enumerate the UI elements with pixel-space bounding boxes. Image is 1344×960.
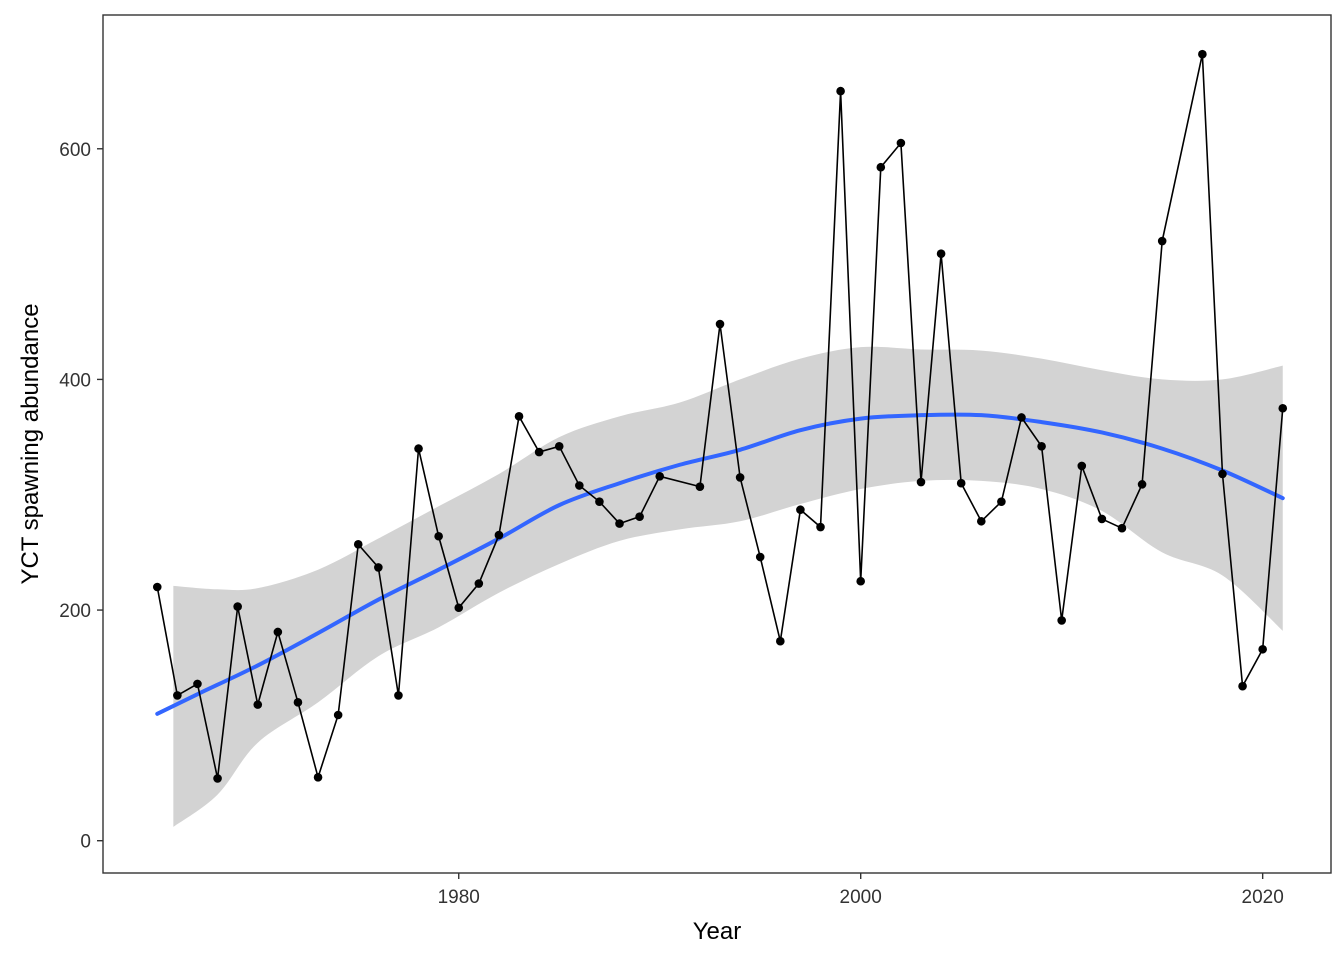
data-point — [1057, 616, 1066, 625]
data-point — [635, 512, 644, 521]
y-axis-title: YCT spawning abundance — [17, 303, 44, 584]
data-point — [1198, 49, 1207, 59]
data-point — [454, 603, 464, 613]
data-point — [655, 471, 665, 481]
data-point — [595, 497, 604, 506]
data-point — [1117, 523, 1127, 533]
data-point — [233, 602, 242, 611]
x-axis-title: Year — [693, 918, 742, 945]
x-tick-label: 1980 — [438, 887, 480, 908]
data-point — [554, 442, 564, 451]
data-point — [755, 552, 765, 562]
data-point — [1037, 442, 1046, 451]
data-point — [494, 530, 504, 540]
data-point — [152, 582, 162, 592]
data-point — [776, 636, 785, 646]
data-point — [896, 138, 906, 148]
data-point — [394, 691, 403, 700]
plot-area — [152, 49, 1288, 827]
data-point — [333, 710, 343, 720]
data-point — [936, 249, 946, 259]
data-point — [1157, 236, 1167, 246]
data-point — [816, 522, 825, 532]
data-point — [856, 576, 865, 586]
plot-frame — [102, 14, 1332, 874]
data-point — [695, 482, 705, 491]
x-tick-label: 2000 — [840, 887, 882, 908]
data-point — [715, 319, 725, 329]
y-axis: 0 200 400 600 — [59, 140, 103, 853]
data-point — [997, 497, 1006, 506]
data-point — [434, 531, 443, 541]
data-point — [1077, 461, 1087, 471]
data-point — [615, 519, 624, 528]
confidence-band — [173, 346, 1283, 827]
data-point — [976, 516, 986, 526]
data-point — [534, 447, 544, 457]
data-point — [273, 627, 283, 637]
y-tick-label: 0 — [80, 832, 91, 853]
data-point — [1097, 514, 1107, 524]
data-point — [213, 774, 222, 783]
data-point — [575, 481, 584, 490]
y-tick-label: 600 — [59, 140, 91, 161]
data-point — [1017, 413, 1026, 422]
data-point — [313, 772, 323, 782]
x-axis: 1980 2000 2020 — [438, 873, 1284, 908]
data-point — [956, 478, 966, 488]
data-point — [293, 698, 303, 707]
data-point — [253, 700, 263, 709]
data-point — [1137, 480, 1147, 489]
data-point — [474, 579, 484, 588]
data-point — [514, 412, 524, 421]
data-point — [1238, 681, 1247, 691]
data-point — [735, 473, 745, 482]
data-point — [916, 477, 926, 487]
data-point — [414, 444, 423, 453]
data-point — [836, 86, 845, 96]
data-point — [173, 691, 182, 700]
data-point — [796, 505, 805, 515]
data-point — [1258, 644, 1267, 654]
data-point — [374, 563, 383, 572]
x-tick-label: 2020 — [1242, 887, 1284, 908]
observed-points — [152, 49, 1288, 783]
data-point — [353, 540, 363, 549]
smooth-trend-line — [155, 412, 1285, 716]
data-point — [1218, 469, 1227, 479]
y-tick-label: 400 — [59, 370, 91, 391]
data-point — [193, 679, 202, 689]
data-point — [876, 162, 886, 172]
data-point — [1278, 403, 1288, 413]
y-tick-label: 200 — [59, 601, 91, 622]
